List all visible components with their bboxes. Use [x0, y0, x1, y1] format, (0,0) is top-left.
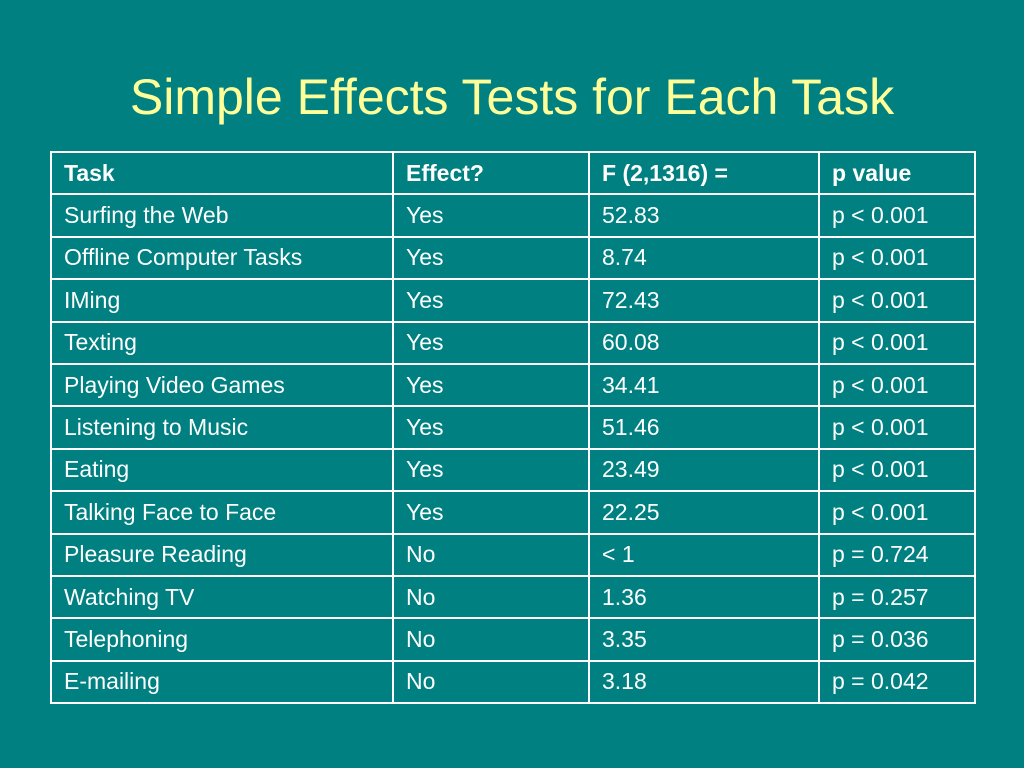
- f-value-cell: 3.18: [588, 659, 820, 705]
- effect-cell: Yes: [392, 278, 590, 323]
- table-row: Talking Face to Face Yes 22.25 p < 0.001: [50, 490, 976, 535]
- effect-cell: Yes: [392, 447, 590, 493]
- p-value-cell: p < 0.001: [818, 447, 976, 493]
- p-value-cell: p < 0.001: [818, 235, 976, 281]
- header-task: Task: [50, 150, 394, 196]
- p-value-cell: p = 0.724: [818, 532, 976, 577]
- f-value-cell: 23.49: [588, 447, 820, 493]
- task-cell: Eating: [50, 447, 394, 493]
- p-value-cell: p < 0.001: [818, 405, 976, 450]
- header-effect: Effect?: [392, 150, 590, 196]
- task-cell: Pleasure Reading: [50, 532, 394, 577]
- p-value-cell: p < 0.001: [818, 193, 976, 238]
- table-row: Watching TV No 1.36 p = 0.257: [50, 574, 976, 620]
- table-row: Playing Video Games Yes 34.41 p < 0.001: [50, 362, 976, 408]
- simple-effects-table: Task Effect? F (2,1316) = p value Surfin…: [50, 150, 976, 705]
- f-value-cell: 22.25: [588, 490, 820, 535]
- header-f-value: F (2,1316) =: [588, 150, 820, 196]
- f-value-cell: 3.35: [588, 617, 820, 662]
- table-row: Eating Yes 23.49 p < 0.001: [50, 447, 976, 493]
- p-value-cell: p = 0.042: [818, 659, 976, 705]
- f-value-cell: 1.36: [588, 574, 820, 620]
- effect-cell: No: [392, 532, 590, 577]
- effect-cell: No: [392, 659, 590, 705]
- task-cell: Listening to Music: [50, 405, 394, 450]
- table-row: Pleasure Reading No < 1 p = 0.724: [50, 532, 976, 577]
- task-cell: Offline Computer Tasks: [50, 235, 394, 281]
- table-row: Listening to Music Yes 51.46 p < 0.001: [50, 405, 976, 450]
- p-value-cell: p = 0.257: [818, 574, 976, 620]
- effect-cell: Yes: [392, 193, 590, 238]
- task-cell: E-mailing: [50, 659, 394, 705]
- effect-cell: No: [392, 574, 590, 620]
- task-cell: Surfing the Web: [50, 193, 394, 238]
- f-value-cell: 8.74: [588, 235, 820, 281]
- f-value-cell: 34.41: [588, 362, 820, 408]
- effect-cell: Yes: [392, 490, 590, 535]
- p-value-cell: p = 0.036: [818, 617, 976, 662]
- p-value-cell: p < 0.001: [818, 320, 976, 365]
- effect-cell: Yes: [392, 405, 590, 450]
- p-value-cell: p < 0.001: [818, 362, 976, 408]
- f-value-cell: < 1: [588, 532, 820, 577]
- p-value-cell: p < 0.001: [818, 278, 976, 323]
- effect-cell: No: [392, 617, 590, 662]
- table-header-row: Task Effect? F (2,1316) = p value: [50, 150, 976, 196]
- table-row: Offline Computer Tasks Yes 8.74 p < 0.00…: [50, 235, 976, 281]
- task-cell: Texting: [50, 320, 394, 365]
- task-cell: Playing Video Games: [50, 362, 394, 408]
- table-row: Texting Yes 60.08 p < 0.001: [50, 320, 976, 365]
- table-row: Telephoning No 3.35 p = 0.036: [50, 617, 976, 662]
- header-p-value: p value: [818, 150, 976, 196]
- table-row: IMing Yes 72.43 p < 0.001: [50, 278, 976, 323]
- f-value-cell: 51.46: [588, 405, 820, 450]
- task-cell: Talking Face to Face: [50, 490, 394, 535]
- table-row: E-mailing No 3.18 p = 0.042: [50, 659, 976, 705]
- f-value-cell: 72.43: [588, 278, 820, 323]
- table-row: Surfing the Web Yes 52.83 p < 0.001: [50, 193, 976, 238]
- task-cell: Watching TV: [50, 574, 394, 620]
- effect-cell: Yes: [392, 235, 590, 281]
- p-value-cell: p < 0.001: [818, 490, 976, 535]
- effect-cell: Yes: [392, 362, 590, 408]
- f-value-cell: 60.08: [588, 320, 820, 365]
- task-cell: IMing: [50, 278, 394, 323]
- effect-cell: Yes: [392, 320, 590, 365]
- slide-title: Simple Effects Tests for Each Task: [129, 69, 895, 125]
- f-value-cell: 52.83: [588, 193, 820, 238]
- task-cell: Telephoning: [50, 617, 394, 662]
